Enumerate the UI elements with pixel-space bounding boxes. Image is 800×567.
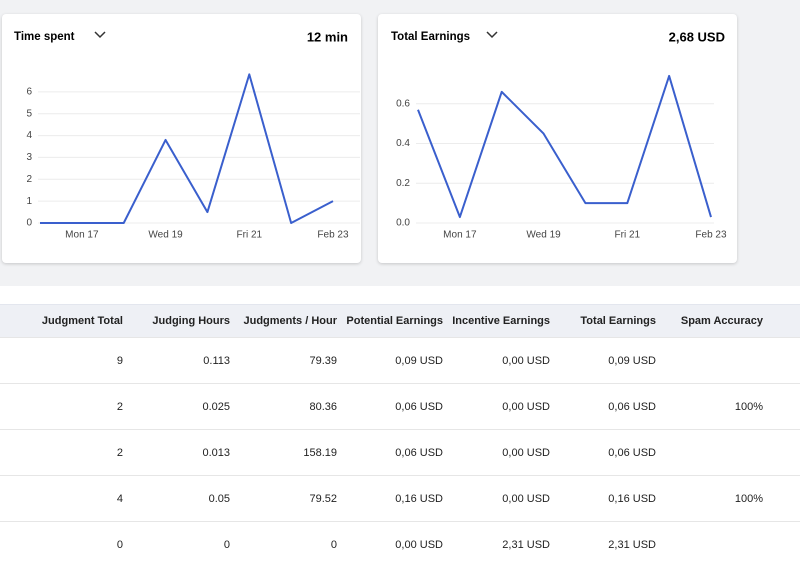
table-cell: 2 bbox=[0, 430, 123, 476]
table-cell: 0.05 bbox=[123, 476, 230, 522]
data-line bbox=[418, 76, 711, 217]
column-header: Spam Accuracy bbox=[656, 305, 763, 338]
column-header: Judgment Total bbox=[0, 305, 123, 338]
table-cell: 0,00 USD bbox=[337, 522, 443, 567]
column-header: Total Earnings bbox=[550, 305, 656, 338]
table-cell: 0,09 USD bbox=[337, 338, 443, 384]
table-cell: 0,16 USD bbox=[550, 476, 656, 522]
header-spacer bbox=[763, 305, 800, 338]
table-cell: 0.025 bbox=[123, 384, 230, 430]
table-cell: 79.52 bbox=[230, 476, 337, 522]
column-header: Potential Earnings bbox=[337, 305, 443, 338]
x-tick-label: Wed 19 bbox=[148, 230, 183, 241]
table-cell: 0,00 USD bbox=[443, 430, 550, 476]
table-cell: 0.013 bbox=[123, 430, 230, 476]
table-cell: 0,00 USD bbox=[443, 384, 550, 430]
table-cell: 100% bbox=[656, 384, 763, 430]
row-spacer bbox=[763, 384, 800, 430]
y-tick-label: 0.6 bbox=[396, 98, 410, 109]
x-tick-label: Fri 21 bbox=[237, 230, 263, 241]
table-cell bbox=[656, 522, 763, 567]
table-cell: 4 bbox=[0, 476, 123, 522]
dropdown-chevron[interactable] bbox=[487, 32, 497, 37]
table-cell: 0,09 USD bbox=[550, 338, 656, 384]
table-cell bbox=[656, 430, 763, 476]
column-header: Incentive Earnings bbox=[443, 305, 550, 338]
card-total: 2,68 USD bbox=[669, 29, 725, 44]
table-cell: 80.36 bbox=[230, 384, 337, 430]
table-cell: 0 bbox=[230, 522, 337, 567]
table-cell: 0 bbox=[0, 522, 123, 567]
column-header: Judging Hours bbox=[123, 305, 230, 338]
table-cell: 100% bbox=[656, 476, 763, 522]
chart-card: Total Earnings 2,68 USD 0.0 0.2 0.4 0.6 Mon … bbox=[378, 14, 737, 263]
x-tick-label: Wed 19 bbox=[526, 230, 561, 241]
y-tick-label: 1 bbox=[26, 196, 32, 207]
card-title: Time spent bbox=[14, 31, 75, 43]
row-spacer bbox=[763, 430, 800, 476]
y-tick-label: 0.2 bbox=[396, 178, 410, 189]
x-tick-label: Mon 17 bbox=[65, 230, 99, 241]
dropdown-chevron[interactable] bbox=[95, 32, 105, 37]
table-cell: 0,06 USD bbox=[550, 384, 656, 430]
table-cell: 79.39 bbox=[230, 338, 337, 384]
table-cell: 0,06 USD bbox=[337, 384, 443, 430]
table-cell: 0,06 USD bbox=[337, 430, 443, 476]
row-spacer bbox=[763, 338, 800, 384]
x-tick-label: Mon 17 bbox=[443, 230, 477, 241]
table-cell: 2,31 USD bbox=[443, 522, 550, 567]
card-total: 12 min bbox=[307, 29, 348, 44]
chart: Time spent 12 min 0 1 2 3 4 5 6 Mon 17 Wed 19 Fri… bbox=[2, 14, 361, 263]
y-tick-label: 6 bbox=[26, 86, 32, 97]
table-cell: 0 bbox=[123, 522, 230, 567]
row-spacer bbox=[763, 522, 800, 567]
table-cell: 2,31 USD bbox=[550, 522, 656, 567]
table-cell: 158.19 bbox=[230, 430, 337, 476]
table-cell: 0.113 bbox=[123, 338, 230, 384]
y-tick-label: 2 bbox=[26, 174, 32, 185]
card-title: Total Earnings bbox=[391, 31, 470, 43]
table-cell: 2 bbox=[0, 384, 123, 430]
y-tick-label: 3 bbox=[26, 152, 32, 163]
column-header: Judgments / Hour bbox=[230, 305, 337, 338]
x-tick-label: Feb 23 bbox=[695, 230, 727, 241]
table-cell: 0,00 USD bbox=[443, 476, 550, 522]
chart-card: Time spent 12 min 0 1 2 3 4 5 6 Mon 17 Wed 19 Fri… bbox=[2, 14, 361, 263]
row-spacer bbox=[763, 476, 800, 522]
table-cell bbox=[656, 338, 763, 384]
chart: Total Earnings 2,68 USD 0.0 0.2 0.4 0.6 Mon … bbox=[378, 14, 737, 263]
y-tick-label: 0.0 bbox=[396, 218, 410, 229]
y-tick-label: 0.4 bbox=[396, 138, 410, 149]
y-tick-label: 5 bbox=[26, 108, 32, 119]
table-cell: 0,06 USD bbox=[550, 430, 656, 476]
x-tick-label: Feb 23 bbox=[317, 230, 349, 241]
table-cell: 0,16 USD bbox=[337, 476, 443, 522]
x-tick-label: Fri 21 bbox=[615, 230, 641, 241]
y-tick-label: 0 bbox=[26, 218, 32, 229]
y-tick-label: 4 bbox=[26, 130, 32, 141]
table-cell: 0,00 USD bbox=[443, 338, 550, 384]
table-cell: 9 bbox=[0, 338, 123, 384]
